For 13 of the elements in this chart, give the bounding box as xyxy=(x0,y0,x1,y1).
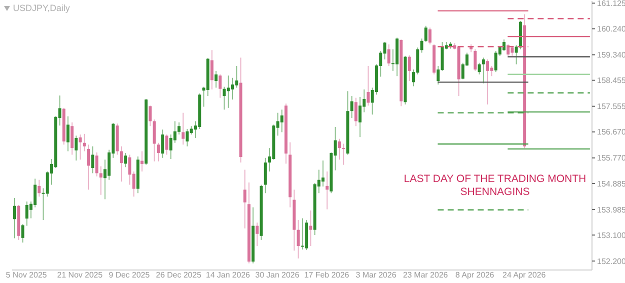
x-tick-label: 26 Dec 2025 xyxy=(156,270,202,280)
chart-title: USDJPY,Daily xyxy=(13,3,70,13)
x-tick-label: 24 Apr 2026 xyxy=(502,270,546,280)
x-tick-label: 14 Jan 2026 xyxy=(206,270,251,280)
x-tick-label: 5 Nov 2025 xyxy=(6,270,48,280)
x-tick-label: 3 Mar 2026 xyxy=(356,270,397,280)
x-tick-label: 21 Nov 2025 xyxy=(57,270,104,280)
x-tick-label: 17 Feb 2026 xyxy=(304,270,350,280)
x-tick-label: 30 Jan 2026 xyxy=(255,270,300,280)
x-tick-label: 9 Dec 2025 xyxy=(108,270,150,280)
x-tick-label: 8 Apr 2026 xyxy=(455,270,495,280)
annotation: LAST DAY OF THE TRADING MONTH SHENNAGINS xyxy=(402,173,588,199)
x-tick-label: 23 Mar 2026 xyxy=(402,270,448,280)
